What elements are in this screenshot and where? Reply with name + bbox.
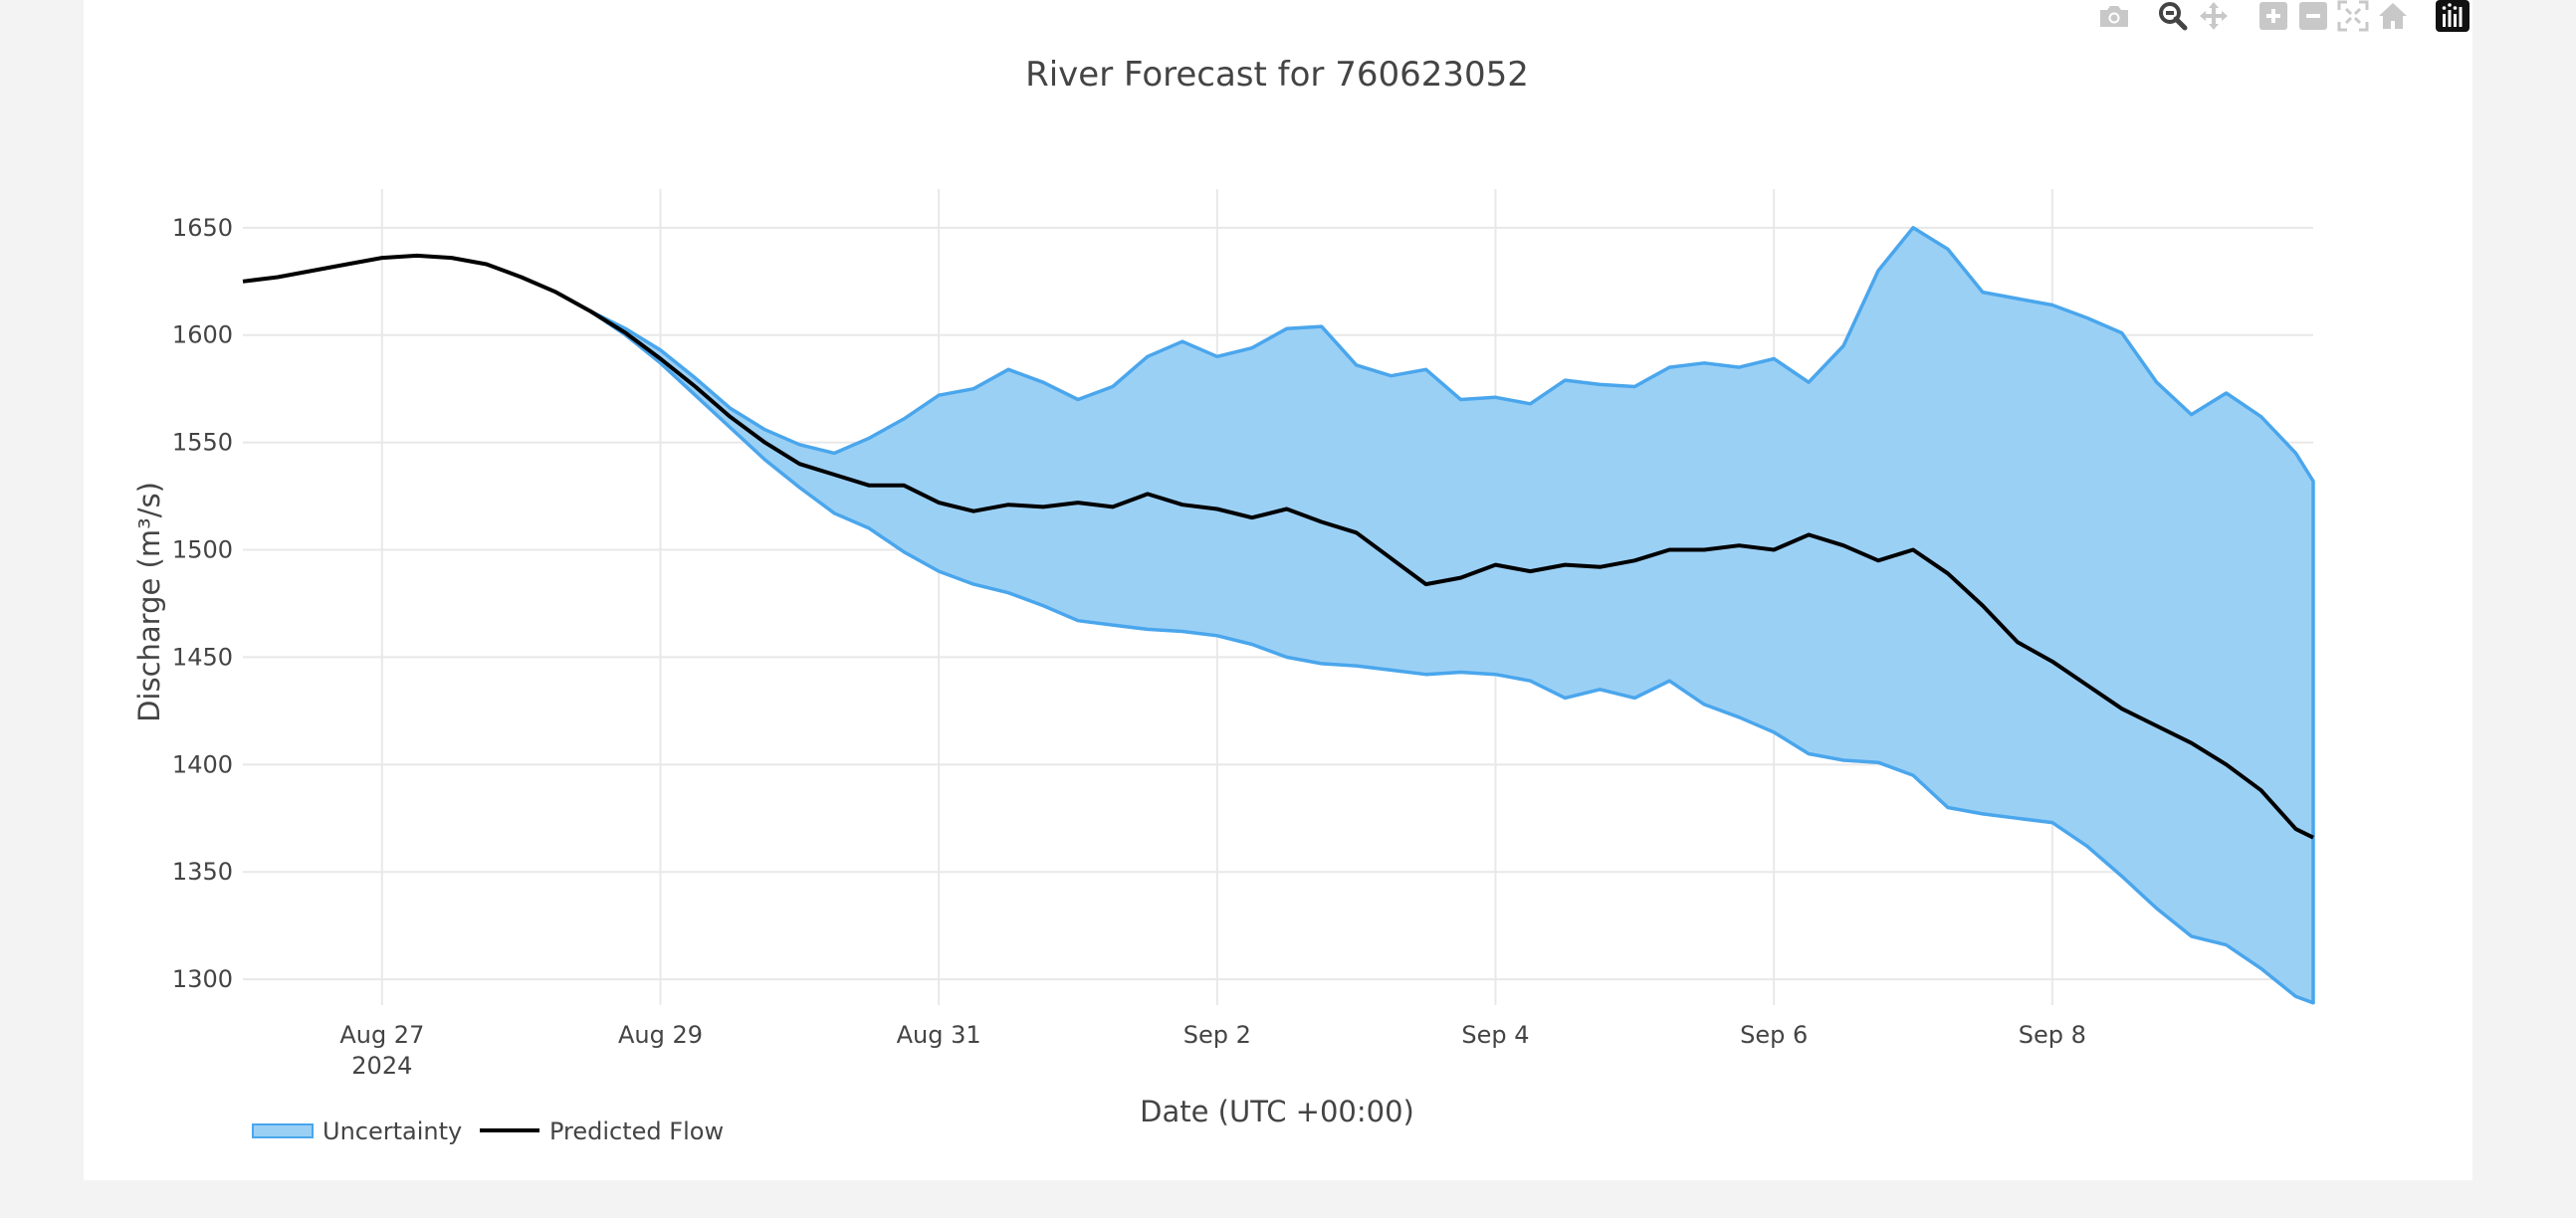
y-tick-label: 1300 <box>172 965 233 993</box>
x-tick-label: Sep 6 <box>1740 1021 1808 1049</box>
home-icon[interactable] <box>2373 0 2413 32</box>
plotly-logo-icon[interactable] <box>2433 0 2472 32</box>
legend-item-uncertainty[interactable]: Uncertainty <box>252 1117 462 1145</box>
legend: Uncertainty Predicted Flow <box>252 1117 724 1145</box>
uncertainty-legend-swatch <box>252 1123 314 1138</box>
uncertainty-legend-label: Uncertainty <box>322 1117 462 1145</box>
y-tick-label: 1500 <box>172 536 233 564</box>
y-axis-title: Discharge (m³/s) <box>132 482 166 722</box>
x-tick-year-label: 2024 <box>351 1052 412 1080</box>
chart-title: River Forecast for 760623052 <box>1025 55 1529 95</box>
y-tick-labels: 1300 1350 1400 1450 1500 1550 1600 1650 <box>172 214 233 993</box>
x-axis-title: Date (UTC +00:00) <box>1140 1095 1414 1128</box>
x-tick-label: Aug 27 <box>339 1021 424 1049</box>
y-tick-label: 1650 <box>172 214 233 242</box>
y-tick-label: 1550 <box>172 429 233 457</box>
x-tick-label: Sep 8 <box>2019 1021 2086 1049</box>
zoom-out-icon[interactable] <box>2293 0 2333 32</box>
x-tick-label: Aug 29 <box>618 1021 703 1049</box>
modebar <box>2094 0 2472 32</box>
y-tick-label: 1450 <box>172 643 233 671</box>
y-tick-label: 1600 <box>172 321 233 349</box>
predicted-flow-legend-label: Predicted Flow <box>549 1117 724 1145</box>
x-tick-labels: Aug 27 2024 Aug 29 Aug 31 Sep 2 Sep 4 Sep 6 Sep… <box>339 1021 2086 1080</box>
autoscale-icon[interactable] <box>2333 0 2373 32</box>
predicted-flow-line <box>242 253 2314 840</box>
pan-icon[interactable] <box>2194 0 2234 32</box>
zoom-icon[interactable] <box>2154 0 2194 32</box>
uncertainty-band <box>588 226 2315 1005</box>
x-tick-label: Sep 2 <box>1183 1021 1251 1049</box>
y-tick-label: 1350 <box>172 858 233 886</box>
chart-panel: 1300 1350 1400 1450 1500 1550 1600 1650 Aug 27 2… <box>84 0 2472 1180</box>
x-tick-label: Sep 4 <box>1461 1021 1529 1049</box>
camera-icon[interactable] <box>2094 0 2134 32</box>
plot-area[interactable]: 1300 1350 1400 1450 1500 1550 1600 1650 Aug 27 2… <box>84 0 2472 1180</box>
zoom-in-icon[interactable] <box>2254 0 2293 32</box>
x-tick-label: Aug 31 <box>897 1021 981 1049</box>
y-tick-label: 1400 <box>172 750 233 778</box>
legend-item-predicted-flow[interactable]: Predicted Flow <box>480 1117 724 1145</box>
